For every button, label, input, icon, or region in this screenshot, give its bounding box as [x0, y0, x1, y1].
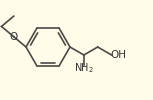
Text: O: O	[10, 32, 18, 42]
Text: NH$_2$: NH$_2$	[74, 61, 94, 75]
Text: OH: OH	[111, 50, 127, 60]
